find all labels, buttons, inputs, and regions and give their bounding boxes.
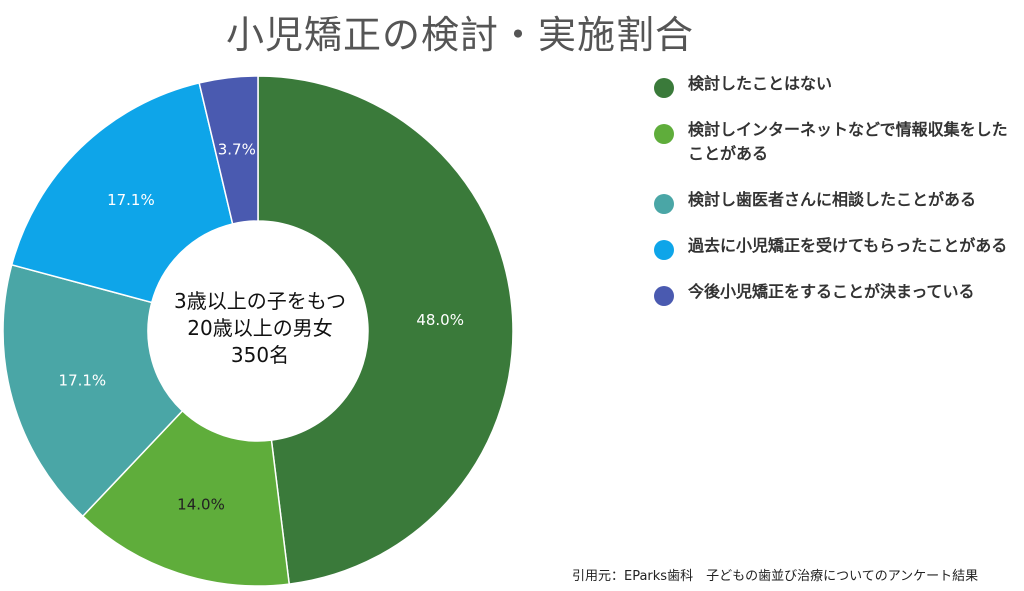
legend: 検討したことはない 検討しインターネットなどで情報収集をしたことがある 検討し歯…: [652, 72, 1012, 326]
slice-label: 17.1%: [59, 372, 107, 390]
slice-label: 17.1%: [107, 191, 155, 209]
source-note: 引用元：EParks歯科 子どもの歯並び治療についてのアンケート結果: [572, 569, 979, 584]
donut-slice: [257, 75, 514, 585]
center-label-line: 350名: [230, 343, 290, 367]
legend-label: 過去に小児矯正を受けてもらったことがある: [688, 236, 1008, 255]
center-label-line: 20歳以上の男女: [187, 316, 333, 340]
center-label: 3歳以上の子をもつ 20歳以上の男女 350名: [160, 288, 360, 369]
legend-item: 今後小児矯正をすることが決まっている: [652, 280, 1012, 306]
legend-marker: [654, 78, 674, 98]
legend-label: 今後小児矯正をすることが決まっている: [688, 282, 975, 301]
center-label-line: 3歳以上の子をもつ: [174, 289, 346, 313]
legend-marker: [654, 240, 674, 260]
legend-marker: [654, 194, 674, 214]
donut-slice: [2, 263, 184, 518]
legend-item: 検討したことはない: [652, 72, 1012, 98]
legend-marker: [654, 286, 674, 306]
legend-label: 検討しインターネットなどで情報収集をしたことがある: [688, 120, 1008, 163]
donut-slice: [81, 409, 291, 587]
chart-title: 小児矯正の検討・実施割合: [225, 13, 694, 57]
donut-chart: 48.0% 14.0% 17.1% 17.1% 3.7%: [2, 75, 514, 587]
donut-slice: [198, 75, 259, 225]
legend-item: 過去に小児矯正を受けてもらったことがある: [652, 234, 1012, 260]
legend-label: 検討したことはない: [688, 74, 833, 93]
legend-item: 検討しインターネットなどで情報収集をしたことがある: [652, 118, 1012, 166]
slice-label: 48.0%: [416, 311, 464, 329]
slice-label: 14.0%: [177, 495, 225, 513]
legend-marker: [654, 124, 674, 144]
legend-item: 検討し歯医者さんに相談したことがある: [652, 188, 1012, 214]
slice-label: 3.7%: [218, 141, 256, 159]
donut-slice: [10, 81, 234, 304]
legend-label: 検討し歯医者さんに相談したことがある: [688, 190, 977, 209]
